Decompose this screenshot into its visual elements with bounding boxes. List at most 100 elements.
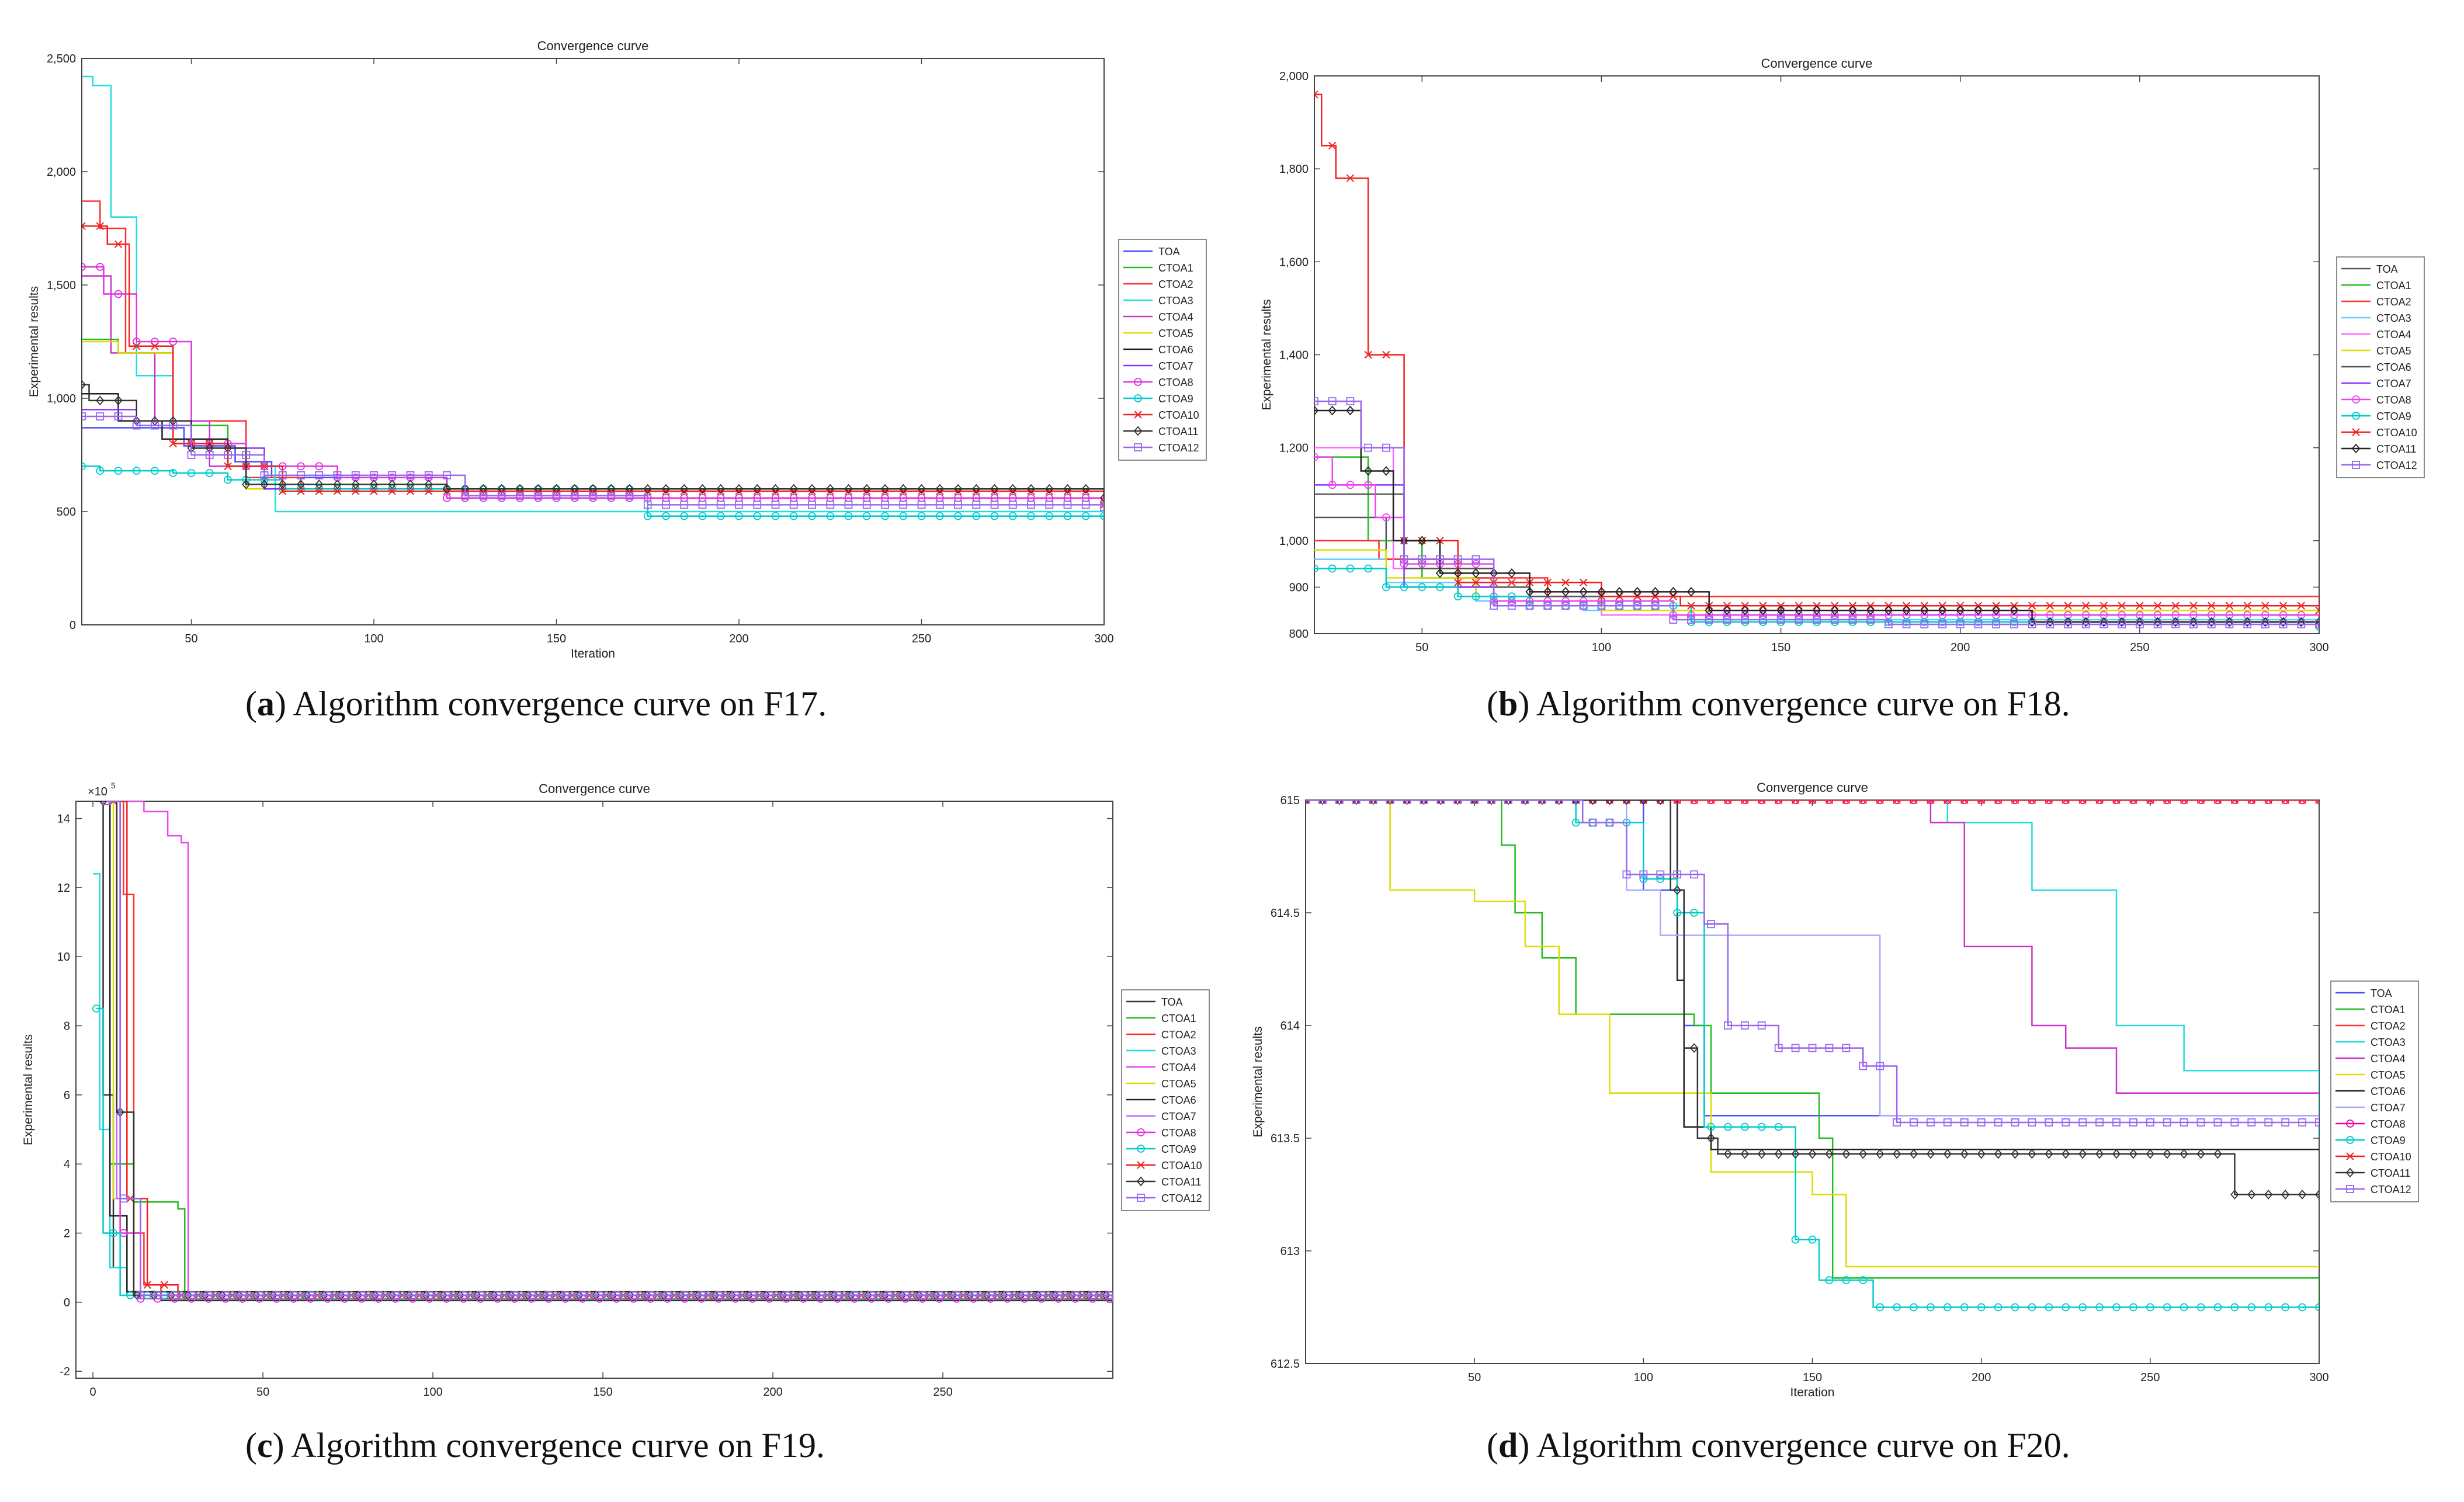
marker-ctoa8: [1774, 800, 1783, 804]
marker-ctoa11: [515, 484, 525, 494]
x-tick-label: 200: [1972, 1371, 1991, 1384]
marker-ctoa12: [510, 1291, 519, 1299]
marker-ctoa12: [2064, 620, 2072, 628]
marker-ctoa8: [1825, 800, 1834, 804]
marker-ctoa11: [1487, 800, 1496, 805]
marker-ctoa9: [297, 485, 305, 493]
marker-ctoa12: [187, 451, 196, 459]
marker-ctoa12: [1436, 800, 1445, 804]
marker-ctoa12: [1690, 870, 1698, 879]
marker-ctoa8: [1579, 597, 1588, 606]
marker-ctoa10: [1403, 800, 1411, 804]
marker-ctoa12: [1884, 620, 1893, 628]
marker-ctoa8: [2146, 800, 2154, 804]
marker-ctoa10: [2247, 800, 2256, 804]
legend-entry: CTOA7: [2376, 378, 2411, 390]
marker-ctoa9: [82, 462, 86, 471]
marker-ctoa8: [1910, 800, 1918, 804]
y-tick-label: 1,500: [47, 279, 76, 292]
marker-ctoa11: [1615, 586, 1624, 597]
marker-ctoa8: [2298, 800, 2306, 804]
marker-ctoa12: [1992, 620, 2001, 628]
marker-ctoa11: [218, 1290, 227, 1301]
marker-ctoa11: [1133, 426, 1143, 436]
marker-ctoa11: [1352, 800, 1361, 805]
marker-ctoa11: [388, 479, 397, 489]
marker-ctoa10: [1487, 800, 1495, 804]
marker-ctoa12: [697, 1291, 706, 1299]
marker-ctoa8: [2011, 800, 2019, 804]
marker-ctoa11: [320, 1290, 329, 1301]
figure-caption: (a) Algorithm convergence curve on F17.: [245, 684, 827, 723]
legend-entry: CTOA11: [2371, 1167, 2410, 1179]
marker-ctoa9: [1027, 512, 1035, 520]
marker-ctoa12: [374, 1291, 383, 1299]
y-tick-label: 10: [57, 951, 70, 964]
legend-entry: CTOA6: [2371, 1086, 2406, 1097]
series-line-ctoa11: [103, 801, 1113, 1302]
marker-ctoa11: [1435, 568, 1445, 578]
marker-ctoa12: [1453, 800, 1462, 804]
legend: TOA CTOA1 CTOA2 CTOA3 CTOA4 CTOA5 CTOA6 CTOA7 CT…: [2330, 981, 2419, 1202]
x-tick-label: 100: [1634, 1371, 1653, 1384]
marker-ctoa12: [2279, 620, 2288, 628]
marker-ctoa9: [990, 512, 999, 520]
marker-ctoa9: [972, 512, 981, 520]
marker-ctoa11: [1842, 1149, 1851, 1159]
marker-ctoa11: [1403, 800, 1411, 805]
marker-ctoa11: [1597, 586, 1606, 597]
marker-ctoa11: [1757, 1149, 1766, 1159]
legend-entry: CTOA5: [2376, 345, 2411, 357]
series-line-ctoa12: [106, 801, 1113, 1302]
marker-ctoa12: [2135, 620, 2144, 628]
marker-ctoa10: [2171, 602, 2180, 610]
marker-ctoa12: [1571, 800, 1580, 804]
marker-ctoa12: [1859, 1062, 1868, 1070]
marker-ctoa9: [187, 469, 196, 477]
y-axis-label: Experimental results: [1251, 1026, 1265, 1137]
marker-ctoa9: [109, 1229, 117, 1237]
marker-ctoa11: [1774, 1149, 1783, 1159]
marker-ctoa11: [260, 479, 269, 489]
marker-ctoa10: [1346, 174, 1355, 182]
marker-ctoa10: [109, 801, 117, 805]
legend-entry: CTOA2: [2371, 1020, 2406, 1032]
marker-ctoa11: [235, 1290, 244, 1301]
marker-ctoa10: [2298, 800, 2306, 804]
marker-ctoa8: [1808, 800, 1817, 804]
marker-ctoa11: [1705, 605, 1713, 616]
legend-entry: CTOA1: [2376, 280, 2411, 291]
marker-ctoa12: [2297, 620, 2306, 628]
marker-ctoa12: [1538, 800, 1546, 804]
marker-ctoa12: [1960, 1118, 1969, 1126]
marker-ctoa12: [2171, 620, 2180, 628]
marker-ctoa11: [1938, 605, 1947, 616]
marker-ctoa10: [425, 487, 433, 495]
marker-ctoa11: [479, 484, 488, 494]
y-tick-label: 2,500: [47, 53, 76, 65]
marker-ctoa10: [82, 222, 86, 230]
marker-ctoa9: [1382, 583, 1390, 592]
marker-ctoa11: [830, 1290, 838, 1301]
series-line-ctoa11: [1306, 800, 2319, 1195]
marker-ctoa12: [2011, 1118, 2019, 1126]
marker-ctoa11: [2264, 1190, 2273, 1199]
marker-ctoa10: [1825, 800, 1834, 804]
marker-ctoa8: [1842, 800, 1851, 804]
marker-ctoa12: [2163, 1118, 2171, 1126]
marker-ctoa11: [315, 479, 324, 489]
y-tick-label: 14: [57, 813, 70, 826]
marker-ctoa12: [272, 1291, 281, 1299]
marker-ctoa10: [1944, 800, 1952, 804]
marker-ctoa10: [1808, 800, 1817, 804]
marker-ctoa12: [1943, 1118, 1952, 1126]
marker-ctoa12: [1795, 616, 1803, 624]
marker-ctoa12: [1420, 800, 1428, 804]
marker-ctoa12: [986, 1291, 995, 1299]
y-tick-label: 614: [1280, 1020, 1300, 1032]
marker-ctoa12: [1314, 397, 1318, 405]
marker-ctoa11: [1639, 800, 1648, 805]
legend-entry: CTOA8: [2376, 394, 2411, 406]
marker-ctoa12: [867, 1291, 876, 1299]
marker-ctoa11: [1974, 605, 1983, 616]
